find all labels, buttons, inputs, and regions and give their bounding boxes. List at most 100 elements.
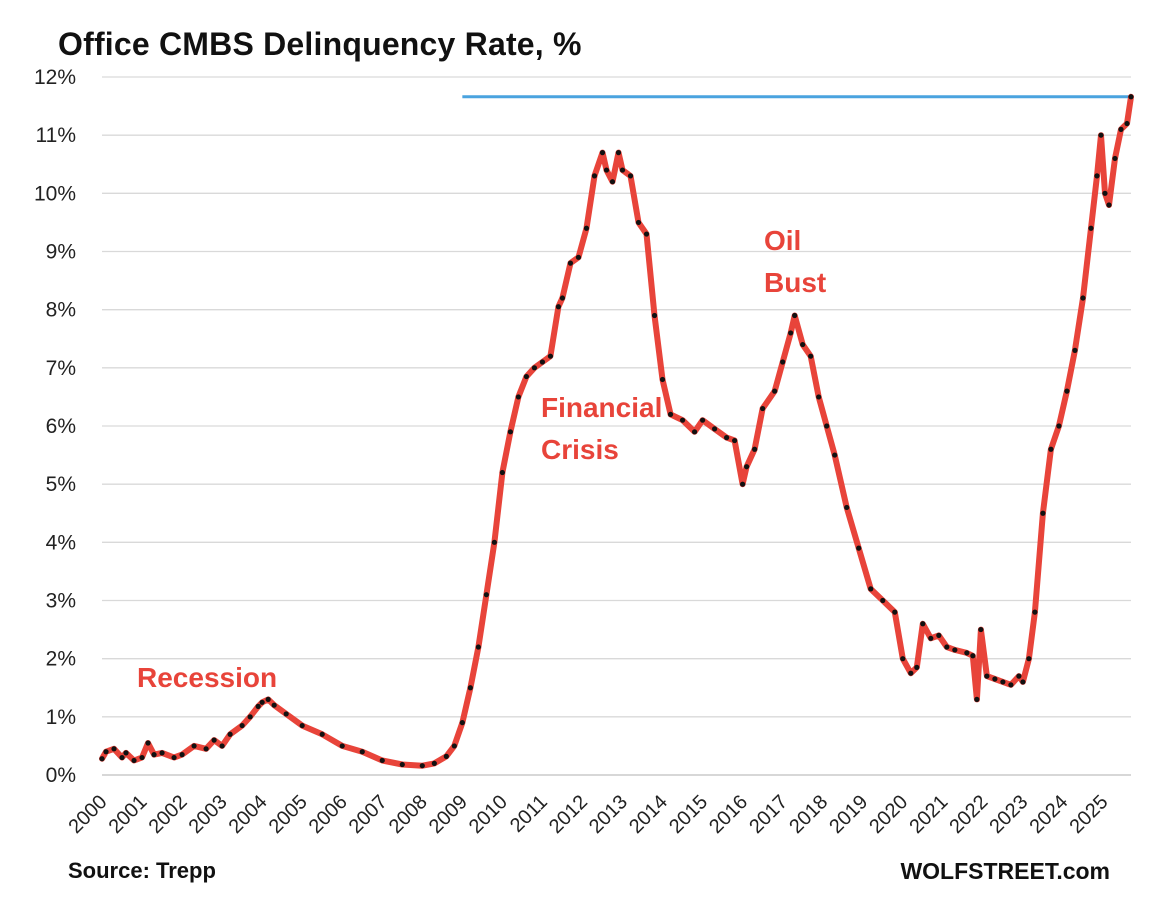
data-point (908, 670, 914, 676)
data-point (475, 644, 481, 650)
data-point (691, 429, 698, 435)
data-point (271, 702, 277, 708)
x-tick-label: 2008 (385, 791, 432, 838)
data-point (567, 260, 574, 266)
data-point (832, 452, 838, 458)
data-point (523, 373, 530, 380)
data-point (699, 417, 706, 423)
data-point (239, 722, 245, 729)
y-tick-label: 8% (46, 299, 76, 322)
data-point (1008, 682, 1014, 688)
x-tick-label: 2003 (185, 791, 232, 838)
x-tick-label: 2023 (985, 791, 1032, 838)
data-point (1064, 388, 1070, 394)
y-tick-label: 2% (46, 648, 76, 671)
data-point (808, 353, 814, 359)
data-point (1088, 225, 1094, 231)
annotation-financial-crisis-line1: Financial (541, 392, 663, 423)
data-point (992, 676, 998, 682)
data-point (952, 647, 958, 653)
x-tick-label: 2011 (506, 791, 552, 837)
data-point (1112, 155, 1118, 162)
data-point (259, 699, 265, 705)
data-point (151, 752, 157, 758)
data-point (1128, 94, 1134, 100)
data-point (760, 405, 766, 412)
y-axis-ticks: 0% 1% 2% 3% 4% 5% 6% 7% 8% 9% 10% 11% 12% (34, 66, 76, 787)
data-point (1032, 609, 1038, 615)
data-point (507, 429, 513, 435)
data-point (123, 750, 129, 756)
data-point (816, 394, 822, 400)
x-tick-label: 2019 (825, 791, 872, 838)
data-point (467, 685, 473, 691)
x-tick-label: 2018 (785, 791, 832, 838)
brand-watermark: WOLFSTREET.com (900, 858, 1110, 884)
x-tick-label: 2024 (1025, 791, 1072, 838)
y-tick-label: 10% (34, 182, 76, 205)
source-note: Source: Trepp (68, 858, 216, 883)
data-point (974, 696, 980, 702)
y-tick-label: 3% (46, 590, 76, 613)
data-point (431, 760, 437, 766)
data-point (1106, 202, 1112, 208)
data-point (1020, 679, 1026, 685)
data-point (203, 746, 209, 752)
data-point (928, 635, 934, 641)
x-tick-label: 2001 (105, 791, 152, 838)
data-point (515, 394, 522, 400)
data-point (944, 644, 950, 650)
data-point (880, 597, 886, 604)
y-tick-label: 5% (46, 473, 76, 496)
data-point (319, 731, 325, 737)
data-point (499, 469, 505, 476)
data-point (711, 426, 718, 432)
x-tick-label: 2025 (1065, 791, 1112, 838)
data-point (1072, 347, 1078, 353)
x-tick-label: 2016 (705, 791, 752, 838)
data-point (856, 545, 862, 551)
data-point (627, 173, 634, 179)
data-point (900, 656, 906, 662)
data-point (788, 330, 794, 336)
series-layer (99, 93, 1134, 769)
data-point (219, 743, 225, 749)
data-point (970, 653, 976, 659)
x-tick-label: 2010 (465, 791, 512, 838)
y-tick-label: 6% (46, 415, 76, 438)
data-point (539, 359, 546, 365)
data-point (399, 761, 405, 768)
data-point (914, 664, 920, 670)
data-point (103, 749, 109, 755)
data-point (379, 757, 385, 764)
x-tick-label: 2013 (585, 791, 632, 838)
gridlines (102, 76, 1131, 776)
data-point (651, 312, 658, 319)
data-point (978, 626, 984, 633)
data-point (780, 359, 786, 365)
data-point (679, 417, 686, 423)
x-tick-label: 2020 (865, 791, 912, 838)
data-point (609, 179, 616, 185)
data-point (191, 743, 197, 749)
data-point (744, 464, 750, 470)
data-point (1000, 679, 1006, 685)
x-tick-label: 2015 (665, 791, 712, 838)
data-point (1080, 295, 1086, 301)
data-point (547, 353, 554, 359)
x-tick-label: 2005 (265, 791, 312, 838)
x-tick-label: 2022 (945, 791, 992, 838)
data-point (159, 750, 165, 756)
data-point (824, 423, 830, 429)
data-point (111, 746, 117, 752)
data-point (772, 388, 778, 394)
data-point (459, 720, 465, 726)
data-point (667, 411, 674, 417)
x-tick-label: 2006 (305, 791, 352, 838)
data-point (1102, 190, 1108, 196)
data-point (643, 231, 650, 237)
data-point (1016, 673, 1022, 679)
data-point (892, 609, 898, 615)
data-point (559, 295, 566, 301)
data-point (936, 632, 942, 639)
